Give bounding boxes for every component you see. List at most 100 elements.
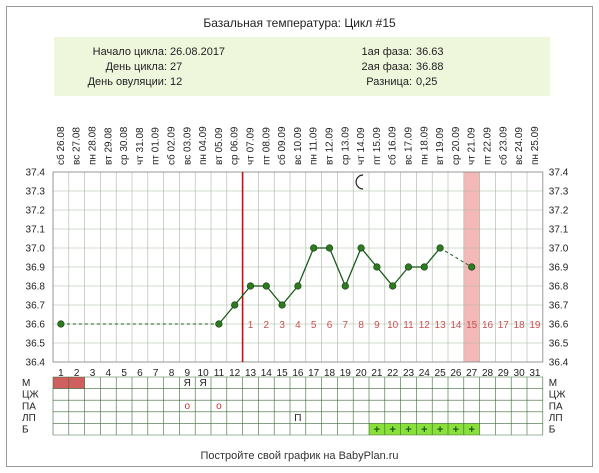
day-number-label: 20: [356, 368, 368, 379]
menstruation-mark: [68, 377, 85, 389]
temperature-point: [468, 263, 476, 271]
weekday-date-label: вс 17.09: [404, 127, 415, 165]
luteal-day-number: 15: [466, 320, 478, 331]
temperature-line-solid: [234, 285, 251, 306]
b-plus-mark: +: [468, 424, 474, 436]
luteal-day-number: 2: [264, 320, 270, 331]
b-plus-mark: +: [389, 424, 395, 436]
weekday-date-label: сб 02.09: [166, 126, 178, 165]
b-mark: [448, 423, 464, 435]
weekday-date-label: пн 11.09: [309, 127, 320, 165]
lp-mark: П: [294, 413, 301, 424]
temperature-point: [231, 301, 239, 309]
day-number-label: 18: [324, 368, 336, 379]
y-tick-label-left: 37.1: [26, 225, 46, 236]
y-tick-label-right: 36.7: [549, 301, 569, 312]
info-box: [54, 37, 550, 96]
temperature-line-solid: [376, 266, 394, 287]
luteal-day-number: 6: [327, 320, 333, 331]
cycle-start-value: 26.08.2017: [170, 46, 225, 58]
row-label-right: ЛП: [549, 413, 563, 424]
diff-value: 0,25: [416, 76, 437, 88]
b-mark: [369, 423, 385, 435]
day-number-label: 2: [74, 368, 80, 379]
weekday-date-label: вс 03.09: [182, 127, 193, 165]
footer-text: Постройте свой график на BabyPlan.ru: [200, 450, 398, 462]
y-tick-label-right: 36.8: [549, 282, 569, 293]
weekday-date-label: чт 07.09: [246, 127, 257, 165]
luteal-day-number: 18: [514, 320, 526, 331]
menstruation-mark: [53, 377, 69, 389]
weekday-date-label: чт 31.08: [135, 127, 146, 165]
weekday-date-label: пн 28.08: [88, 126, 99, 165]
temperature-line-solid: [328, 247, 346, 287]
luteal-day-number: 8: [358, 320, 364, 331]
row-label-right: М: [549, 378, 557, 389]
y-tick-label-left: 36.8: [26, 282, 46, 293]
row-label-right: ПА: [549, 401, 563, 412]
luteal-day-number: 10: [387, 320, 399, 331]
diff-label: Разница:: [366, 76, 412, 88]
weekday-date-label: ср 30.08: [119, 126, 130, 165]
row-label-right: ЦЖ: [549, 390, 566, 401]
day-number-label: 8: [169, 368, 175, 379]
temperature-line-solid: [281, 285, 299, 306]
cj-mark: Я: [199, 378, 206, 389]
b-mark: [400, 423, 417, 435]
b-plus-mark: +: [374, 424, 380, 436]
temperature-line-solid: [392, 266, 409, 287]
weekday-date-label: вт 12.09: [325, 127, 336, 165]
y-tick-label-right: 37.0: [549, 244, 569, 255]
temperature-line-solid: [423, 247, 441, 268]
y-tick-label-left: 37.4: [26, 168, 46, 179]
row-label-left: ЦЖ: [22, 390, 39, 401]
day-number-label: 29: [498, 368, 510, 379]
phase1-label: 1ая фаза:: [361, 46, 412, 58]
row-label-right: Б: [549, 425, 556, 436]
weekday-date-label: вс 27.08: [72, 127, 83, 165]
temperature-point: [373, 263, 381, 271]
day-number-label: 4: [106, 368, 112, 379]
weekday-date-label: ср 20.09: [451, 126, 462, 165]
weekday-date-label: вт 29.08: [103, 127, 114, 165]
cj-mark: Я: [184, 378, 191, 389]
day-number-label: 12: [229, 368, 241, 379]
temperature-point: [246, 282, 255, 290]
plot-border: [52, 171, 544, 363]
temperature-point: [325, 244, 334, 252]
b-mark: [463, 423, 480, 435]
ovulation-day-label: День овуляции:: [88, 76, 167, 88]
pa-mark: o: [216, 401, 222, 412]
y-tick-label-left: 37.2: [26, 206, 46, 217]
weekday-date-label: вс 24.09: [514, 127, 525, 165]
weekday-date-label: ср 13.09: [340, 126, 351, 165]
temperature-point: [341, 282, 349, 290]
luteal-day-number: 7: [343, 320, 349, 331]
temperature-point: [215, 320, 223, 328]
weekday-date-label: вт 05.09: [214, 127, 225, 165]
day-number-label: 5: [121, 368, 127, 379]
day-number-label: 24: [419, 368, 431, 379]
luteal-day-number: 11: [403, 320, 414, 331]
temperature-point: [57, 320, 65, 328]
y-tick-label-right: 37.4: [549, 168, 569, 179]
day-number-label: 1: [58, 368, 64, 379]
row-label-left: ПА: [22, 401, 36, 412]
b-plus-mark: +: [421, 424, 427, 436]
temperature-point: [357, 244, 365, 252]
weekday-date-label: пн 04.09: [198, 126, 209, 165]
y-tick-label-right: 37.3: [549, 187, 569, 198]
temperature-line-dashed: [439, 247, 472, 268]
day-number-label: 15: [277, 368, 289, 379]
moon-icon: [355, 174, 364, 190]
day-number-label: 3: [90, 368, 96, 379]
day-number-label: 9: [185, 368, 191, 379]
temperature-point: [404, 263, 413, 271]
day-number-label: 10: [198, 368, 210, 379]
day-number-label: 22: [387, 368, 399, 379]
luteal-day-number: 4: [295, 320, 301, 331]
b-mark: [416, 423, 433, 435]
b-mark: [384, 423, 401, 435]
weekday-date-label: вс 10.09: [293, 127, 304, 165]
